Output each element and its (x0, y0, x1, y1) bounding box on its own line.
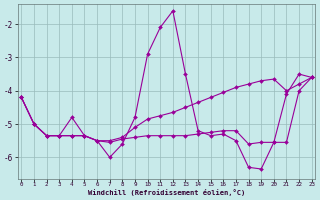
X-axis label: Windchill (Refroidissement éolien,°C): Windchill (Refroidissement éolien,°C) (88, 189, 245, 196)
